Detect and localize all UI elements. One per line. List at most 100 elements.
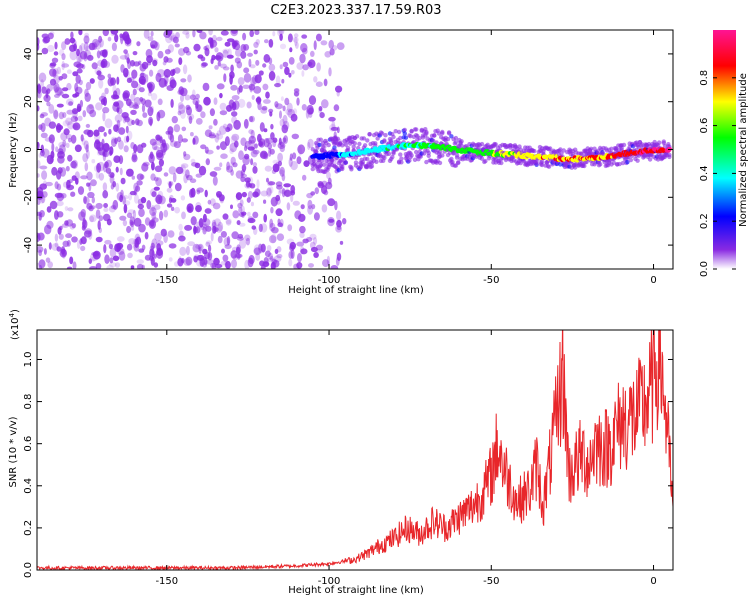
noise-speckle	[120, 64, 125, 73]
noise-speckle	[90, 179, 97, 187]
noise-speckle	[86, 182, 91, 187]
noise-speckle	[235, 192, 243, 201]
signal-halo	[379, 131, 385, 136]
signal-halo	[573, 165, 578, 170]
noise-speckle	[264, 250, 271, 258]
noise-speckle	[300, 248, 308, 255]
noise-speckle	[193, 225, 197, 235]
noise-speckle	[79, 99, 83, 108]
noise-speckle	[230, 64, 234, 73]
noise-speckle	[96, 141, 104, 152]
noise-speckle	[49, 200, 58, 210]
noise-speckle	[116, 192, 124, 201]
noise-speckle	[219, 125, 227, 135]
noise-speckle	[231, 133, 240, 142]
noise-speckle	[269, 235, 277, 244]
noise-speckle	[72, 261, 77, 269]
noise-speckle	[191, 162, 199, 167]
noise-speckle	[205, 241, 211, 247]
noise-speckle	[242, 155, 250, 166]
noise-speckle	[234, 57, 241, 64]
noise-speckle	[104, 239, 112, 245]
signal-halo	[407, 158, 412, 163]
noise-speckle	[166, 57, 173, 63]
spectrogram-ytick-label: -20	[23, 189, 34, 205]
noise-speckle	[281, 78, 285, 84]
signal-halo	[354, 134, 360, 139]
noise-speckle	[225, 260, 231, 269]
signal-halo	[620, 160, 626, 166]
noise-speckle	[247, 217, 256, 224]
signal-halo	[534, 161, 539, 166]
noise-speckle	[262, 83, 269, 91]
noise-speckle	[89, 266, 98, 269]
noise-speckle	[102, 30, 109, 37]
noise-speckle	[115, 87, 121, 97]
noise-speckle	[214, 65, 219, 70]
noise-speckle	[56, 124, 64, 131]
noise-speckle	[112, 255, 120, 262]
noise-speckle	[123, 145, 129, 153]
noise-speckle	[275, 103, 283, 110]
noise-speckle	[272, 259, 280, 268]
signal-halo	[598, 162, 603, 167]
signal-halo	[625, 160, 630, 165]
noise-speckle	[252, 211, 259, 219]
noise-speckle	[130, 225, 135, 231]
noise-speckle	[83, 195, 87, 204]
noise-speckle	[54, 242, 59, 248]
noise-speckle	[222, 49, 229, 58]
noise-speckle	[275, 75, 281, 86]
noise-speckle	[102, 182, 108, 192]
noise-speckle	[293, 88, 300, 93]
noise-speckle	[163, 209, 169, 218]
noise-speckle	[277, 152, 283, 163]
noise-speckle	[192, 30, 196, 38]
noise-speckle	[246, 101, 252, 109]
noise-speckle	[80, 208, 87, 218]
noise-speckle	[37, 173, 40, 178]
noise-speckle	[221, 248, 225, 254]
signal-halo	[431, 138, 436, 143]
noise-speckle	[91, 159, 96, 164]
signal-halo	[318, 137, 323, 142]
noise-speckle	[251, 95, 255, 100]
noise-speckle	[46, 88, 51, 94]
noise-speckle	[317, 182, 325, 189]
noise-speckle	[97, 71, 103, 78]
noise-speckle	[235, 48, 242, 57]
noise-speckle	[302, 174, 307, 181]
noise-speckle	[205, 158, 210, 166]
noise-speckle	[51, 142, 55, 152]
noise-speckle	[301, 104, 307, 111]
noise-speckle	[37, 105, 40, 112]
noise-speckle	[299, 225, 306, 234]
noise-speckle	[186, 174, 193, 181]
noise-speckle	[293, 91, 300, 97]
noise-speckle	[37, 43, 40, 51]
noise-speckle	[66, 240, 71, 247]
snr-xtick-label: -50	[483, 576, 499, 587]
noise-speckle	[151, 250, 155, 260]
noise-speckle	[67, 121, 75, 130]
noise-speckle	[120, 189, 124, 199]
noise-speckle	[131, 69, 138, 79]
noise-speckle	[230, 135, 238, 144]
noise-speckle	[327, 177, 332, 185]
noise-speckle	[230, 169, 234, 176]
noise-speckle	[105, 167, 112, 174]
noise-speckle	[238, 85, 243, 93]
noise-speckle	[103, 203, 108, 208]
snr-xtick-label: -100	[318, 576, 341, 587]
noise-speckle	[114, 114, 123, 123]
noise-speckle	[43, 248, 47, 255]
noise-speckle	[247, 191, 253, 199]
noise-speckle	[243, 73, 252, 83]
noise-speckle	[137, 198, 144, 206]
noise-speckle	[308, 263, 314, 268]
signal-halo	[398, 152, 403, 157]
signal-halo	[320, 144, 326, 149]
noise-speckle	[239, 199, 244, 207]
noise-speckle	[252, 149, 260, 155]
noise-speckle	[66, 109, 74, 115]
